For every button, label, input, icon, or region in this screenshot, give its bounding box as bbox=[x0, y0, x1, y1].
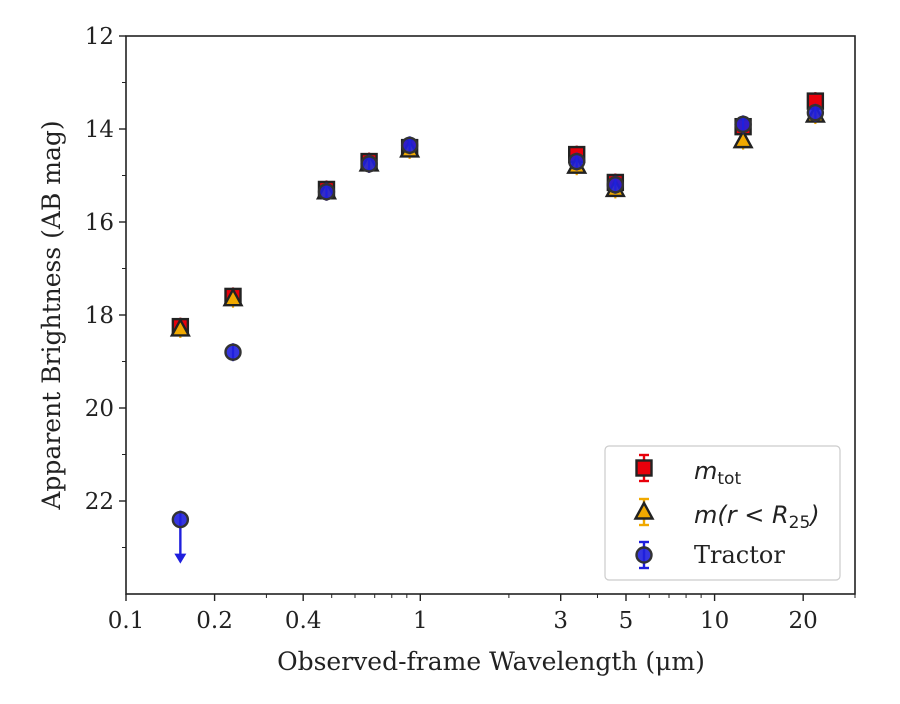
circle-marker bbox=[317, 183, 336, 201]
x-axis-label: Observed-frame Wavelength (μm) bbox=[277, 647, 705, 676]
y-tick-label: 22 bbox=[85, 489, 114, 515]
x-tick-label: 0.4 bbox=[285, 608, 322, 634]
circle-marker bbox=[806, 104, 825, 122]
legend: mtot m(r < R25) Tractor bbox=[604, 445, 841, 581]
legend-entry-m-tot: mtot bbox=[694, 457, 741, 489]
legend-r25-prefix: m(r < R bbox=[694, 501, 789, 529]
legend-square-marker bbox=[635, 459, 653, 477]
circle-marker bbox=[568, 152, 586, 171]
x-tick-label: 1 bbox=[413, 608, 428, 634]
circle-marker bbox=[224, 343, 242, 361]
series-circle bbox=[171, 103, 825, 564]
axis-ticks: 0.1 0.2 0.4 1 3 5 10 20 12 14 16 18 20 22 bbox=[85, 24, 856, 634]
y-tick-label: 12 bbox=[85, 24, 114, 50]
legend-handles bbox=[633, 453, 655, 570]
y-tick-label: 16 bbox=[85, 210, 114, 236]
triangle-marker bbox=[222, 287, 244, 307]
legend-entry-tractor: Tractor bbox=[694, 541, 785, 569]
legend-triangle-marker bbox=[633, 500, 655, 520]
data-marks bbox=[169, 92, 826, 564]
triangle-marker bbox=[732, 129, 754, 149]
y-tick-label: 20 bbox=[85, 396, 114, 422]
y-axis-label: Apparent Brightness (AB mag) bbox=[37, 120, 66, 510]
upper-limit-arrow-head bbox=[174, 553, 187, 564]
circle-marker bbox=[734, 115, 752, 134]
x-tick-label: 0.2 bbox=[196, 608, 233, 634]
series-square bbox=[171, 92, 825, 336]
series-triangle bbox=[169, 103, 826, 338]
x-tick-label: 3 bbox=[553, 608, 568, 634]
legend-r25-suffix: ) bbox=[808, 501, 819, 529]
y-tick-label: 14 bbox=[85, 117, 114, 143]
x-tick-label: 10 bbox=[700, 608, 729, 634]
x-tick-label: 0.1 bbox=[108, 608, 145, 634]
triangle-marker bbox=[169, 317, 191, 337]
legend-entry-m-r25: m(r < R25) bbox=[694, 501, 820, 533]
circle-marker bbox=[606, 176, 625, 194]
legend-tot-main: m bbox=[694, 457, 717, 485]
y-tick-label: 18 bbox=[85, 303, 114, 329]
circle-marker bbox=[171, 510, 190, 529]
circle-marker bbox=[360, 155, 378, 173]
legend-r25-sub: 25 bbox=[789, 513, 811, 533]
circle-marker bbox=[400, 136, 419, 154]
x-tick-label: 20 bbox=[789, 608, 818, 634]
legend-box bbox=[604, 445, 841, 581]
x-tick-label: 5 bbox=[619, 608, 634, 634]
legend-tot-sub: tot bbox=[717, 469, 741, 489]
legend-circle-marker bbox=[635, 546, 653, 564]
